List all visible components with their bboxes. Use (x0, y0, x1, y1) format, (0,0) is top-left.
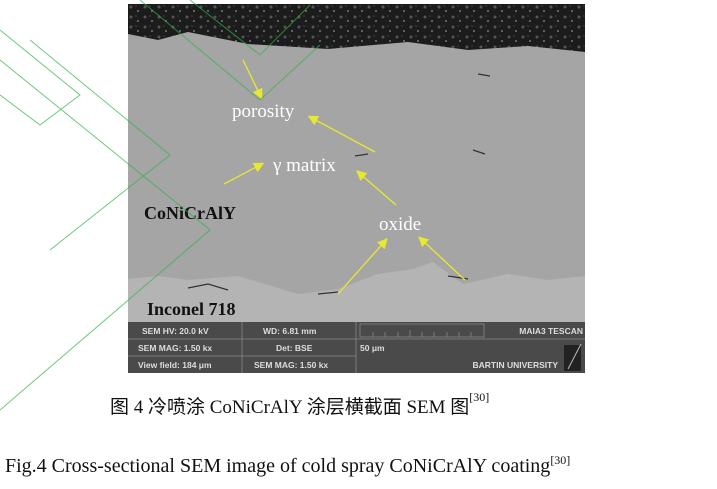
arrow-gamma-1 (223, 162, 265, 185)
sem-image: porosity γ matrix CoNiCrAlY oxide Incone… (128, 4, 585, 373)
info-det: Det: BSE (276, 343, 313, 353)
info-scale: 50 μm (360, 343, 385, 353)
caption-chinese-text: 图 4 冷喷涂 CoNiCrAlY 涂层横截面 SEM 图 (110, 397, 470, 418)
label-porosity: porosity (232, 101, 295, 122)
info-institution: BARTIN UNIVERSITY (473, 360, 559, 370)
arrow-porosity-2 (307, 115, 376, 153)
label-gamma-matrix: γ matrix (272, 155, 336, 176)
label-substrate: Inconel 718 (147, 299, 236, 319)
caption-english-ref: [30] (550, 453, 571, 467)
coating-region (128, 32, 585, 294)
info-mag: SEM MAG: 1.50 kx (138, 343, 212, 353)
arrow-oxide-1 (337, 238, 388, 295)
caption-english-text: Fig.4 Cross-sectional SEM image of cold … (5, 455, 551, 477)
caption-english: Fig.4 Cross-sectional SEM image of cold … (5, 453, 571, 478)
label-oxide: oxide (379, 214, 421, 235)
arrow-gamma-2 (356, 170, 397, 206)
info-instrument: MAIA3 TESCAN (519, 326, 583, 336)
info-mag2: SEM MAG: 1.50 kx (254, 360, 328, 370)
sem-info-bar: SEM HV: 20.0 kV WD: 6.81 mm MAIA3 TESCAN… (128, 322, 585, 373)
label-coating: CoNiCrAlY (144, 203, 236, 223)
info-wd: WD: 6.81 mm (263, 326, 317, 336)
arrow-oxide-2 (418, 236, 466, 281)
caption-chinese: 图 4 冷喷涂 CoNiCrAlY 涂层横截面 SEM 图[30] (110, 390, 490, 419)
info-view-field: View field: 184 μm (138, 360, 212, 370)
info-hv: SEM HV: 20.0 kV (142, 326, 209, 336)
caption-chinese-ref: [30] (469, 390, 490, 404)
